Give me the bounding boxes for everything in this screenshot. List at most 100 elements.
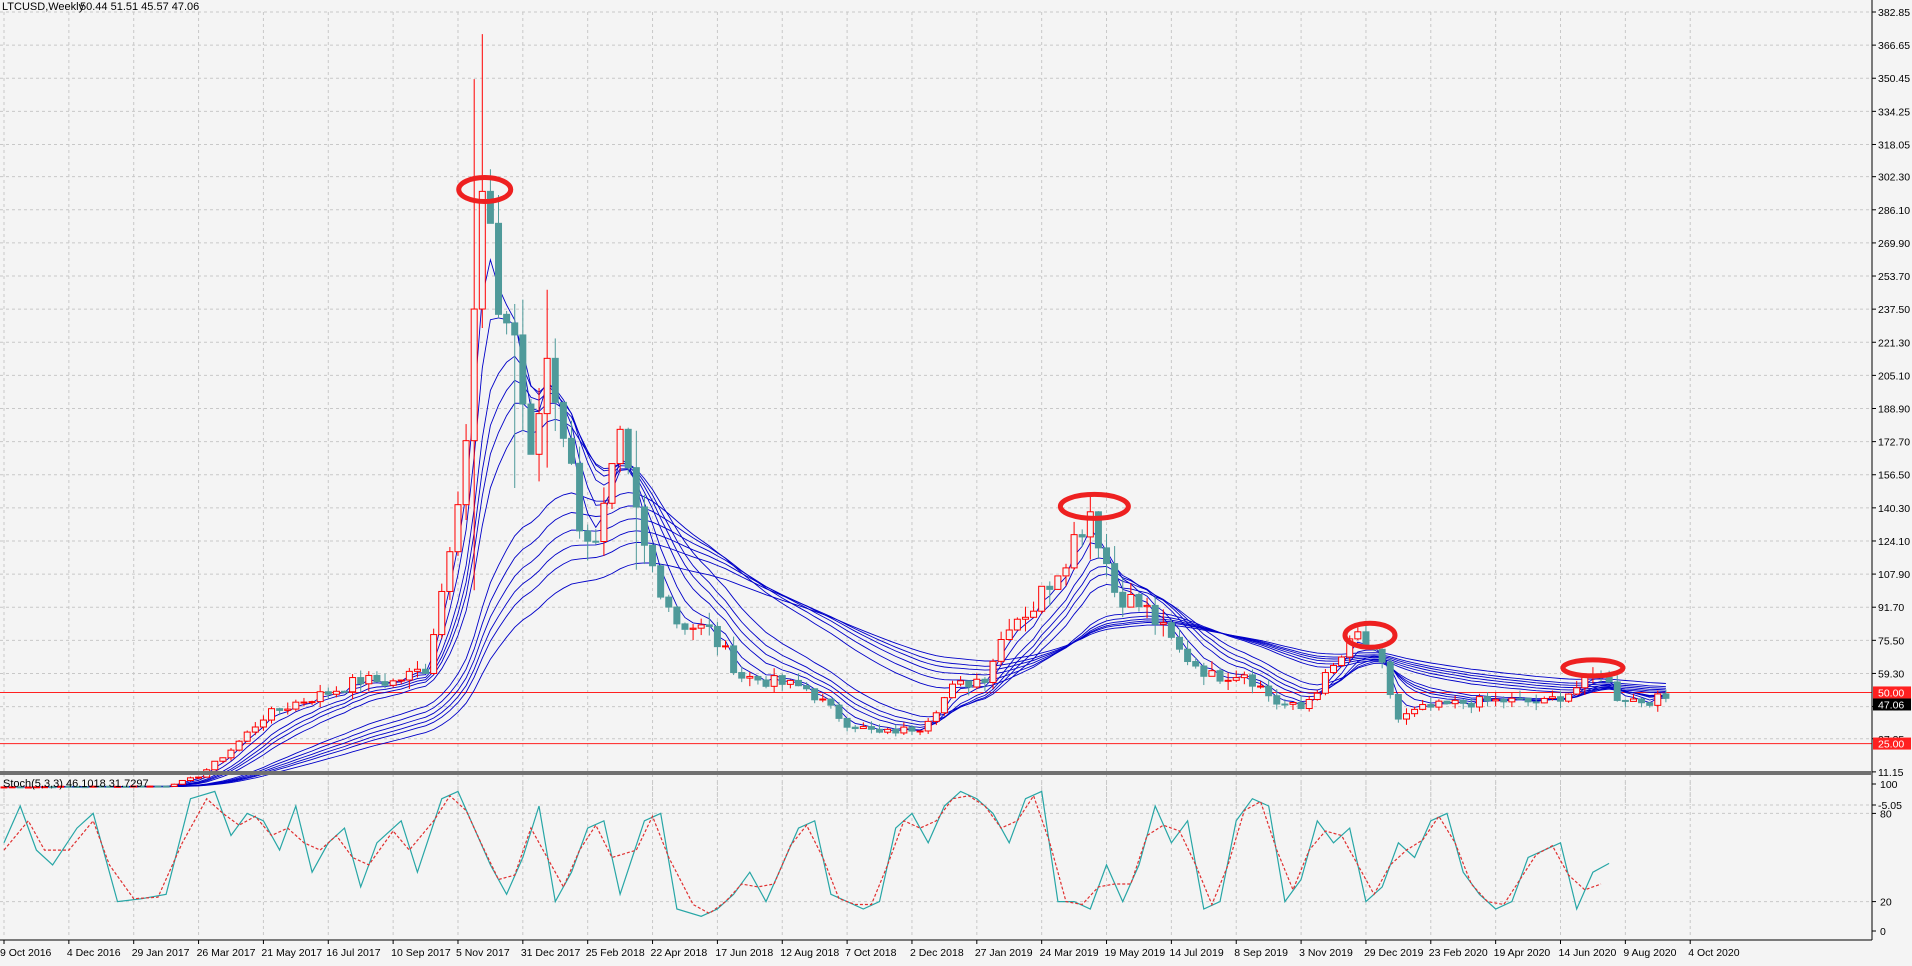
candle <box>1516 690 1524 700</box>
candle <box>616 425 624 473</box>
time-tick-label: 12 Aug 2018 <box>780 947 839 959</box>
candle <box>811 688 819 704</box>
candle <box>1143 597 1151 619</box>
candle-body <box>1402 713 1410 720</box>
candle <box>1654 690 1662 712</box>
price-tick-label: 366.65 <box>1878 40 1910 52</box>
candle-body <box>1492 698 1500 702</box>
candle-body <box>81 786 89 789</box>
time-tick-label: 25 Feb 2018 <box>586 947 645 959</box>
candle-body <box>32 786 40 789</box>
candle <box>503 310 511 335</box>
candle-body <box>527 403 535 455</box>
candle <box>178 779 186 785</box>
candle <box>332 686 340 698</box>
candle <box>859 722 867 730</box>
marker-ellipse[interactable] <box>1342 620 1398 650</box>
marker-ellipse[interactable] <box>456 175 514 205</box>
candle <box>681 622 689 635</box>
marker-ellipse[interactable] <box>1560 657 1626 679</box>
candle-body <box>1151 604 1159 625</box>
candle <box>1621 699 1629 708</box>
candle-body <box>1524 697 1532 703</box>
candle-body <box>1394 694 1402 720</box>
candle-body <box>1208 670 1216 677</box>
candle-body <box>973 678 981 688</box>
price-tick-label: 334.25 <box>1878 106 1910 118</box>
candle-body <box>113 785 121 788</box>
candle-body <box>1257 685 1265 688</box>
time-tick-label: 19 Apr 2020 <box>1494 947 1551 959</box>
candle-body <box>1094 511 1102 549</box>
candle-body <box>122 785 130 788</box>
candle <box>1338 655 1346 668</box>
candle-body <box>235 740 243 751</box>
pane-separator <box>0 771 1872 775</box>
candle <box>113 785 121 788</box>
candle <box>1532 694 1540 711</box>
candle <box>235 740 243 752</box>
stoch-signal-line <box>3 794 1602 915</box>
candle-body <box>624 428 632 469</box>
candle <box>1208 661 1216 677</box>
candle-body <box>65 785 73 788</box>
candle-body <box>1451 699 1459 705</box>
candle <box>130 785 138 788</box>
candle-body <box>892 728 900 734</box>
time-tick-label: 23 Feb 2020 <box>1429 947 1488 959</box>
candle-body <box>940 697 948 714</box>
current-price-box <box>1873 698 1911 711</box>
candle-body <box>138 785 146 788</box>
candle <box>543 289 551 468</box>
candle <box>1646 701 1654 708</box>
time-tick-label: 14 Jun 2020 <box>1559 947 1617 959</box>
candle-body <box>1338 656 1346 666</box>
hline-price-box <box>1873 686 1911 699</box>
candle-body <box>1086 511 1094 538</box>
candle-body <box>1330 664 1338 674</box>
candle-body <box>1184 648 1192 663</box>
candle <box>551 338 559 432</box>
candle <box>195 776 203 780</box>
candle <box>973 673 981 690</box>
candle-body <box>1078 534 1086 538</box>
candle-body <box>884 728 892 733</box>
candle <box>884 727 892 735</box>
candle-body <box>389 680 397 686</box>
candle-body <box>632 467 640 508</box>
stoch-tick-label: 100 <box>1880 779 1898 791</box>
candle <box>640 494 648 565</box>
annotation-markers[interactable] <box>456 175 1626 679</box>
candle <box>819 693 827 703</box>
candle-body <box>608 463 616 504</box>
candle <box>1629 693 1637 702</box>
candle-body <box>1662 693 1670 699</box>
candle-body <box>535 413 543 455</box>
candle <box>373 671 381 683</box>
candle-body <box>259 719 267 728</box>
candle-body <box>454 504 462 553</box>
candle <box>1565 693 1573 703</box>
candle <box>41 786 49 789</box>
candle <box>689 624 697 641</box>
candle <box>600 487 608 556</box>
candle-body <box>876 728 884 733</box>
candle-body <box>1484 696 1492 702</box>
time-tick-label: 2 Dec 2018 <box>910 947 964 959</box>
candle <box>730 636 738 676</box>
candle-body <box>592 540 600 543</box>
candle-body <box>916 730 924 733</box>
candle <box>446 546 454 600</box>
candle-body <box>365 674 373 685</box>
candle <box>1419 699 1427 711</box>
ma-line-35 <box>4 505 1666 788</box>
candle-body <box>324 691 332 695</box>
candle <box>1167 619 1175 640</box>
candle <box>16 786 24 789</box>
candle <box>1411 706 1419 717</box>
candle <box>227 748 235 761</box>
marker-ellipse[interactable] <box>1057 491 1131 521</box>
candle <box>308 700 316 705</box>
